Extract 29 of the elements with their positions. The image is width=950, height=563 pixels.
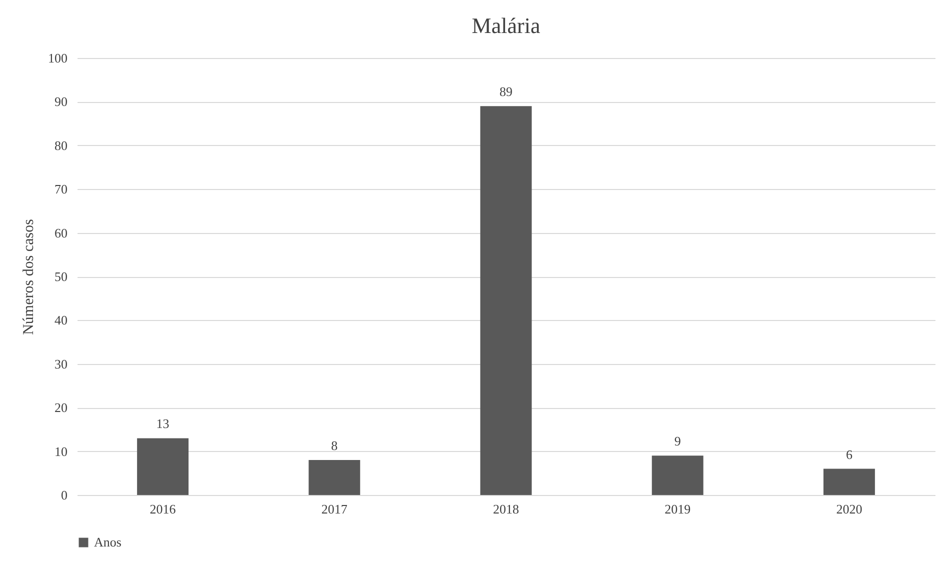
x-tick-label: 2020 — [836, 502, 862, 516]
x-tick-label: 2019 — [664, 502, 691, 516]
bar — [137, 438, 189, 495]
bar — [308, 460, 360, 495]
y-tick-label: 40 — [54, 312, 68, 328]
data-label: 9 — [674, 434, 681, 449]
y-tick-label: 70 — [54, 182, 68, 197]
y-tick-label: 50 — [54, 269, 68, 284]
y-tick-label: 90 — [54, 94, 68, 110]
data-label: 89 — [500, 84, 512, 100]
data-label: 6 — [846, 446, 853, 462]
data-label: 13 — [156, 416, 170, 432]
y-tick-label: 60 — [54, 225, 68, 240]
y-tick-label: 20 — [54, 400, 68, 416]
y-tick-label: 100 — [48, 50, 68, 66]
y-tick-label: 30 — [54, 356, 68, 372]
bar — [480, 106, 532, 495]
bar — [823, 468, 875, 495]
x-tick-label: 2016 — [150, 502, 176, 516]
data-label: 8 — [331, 438, 338, 454]
y-tick-label: 0 — [61, 488, 68, 502]
x-tick-label: 2018 — [493, 502, 519, 516]
legend-label: Anos — [94, 534, 122, 550]
x-tick-label: 2017 — [321, 502, 348, 516]
chart-title: Malária — [472, 13, 540, 38]
y-tick-label: 80 — [54, 138, 68, 153]
y-axis-title: Números dos casos — [21, 218, 37, 335]
bar — [652, 456, 704, 495]
y-tick-label: 10 — [54, 444, 68, 459]
